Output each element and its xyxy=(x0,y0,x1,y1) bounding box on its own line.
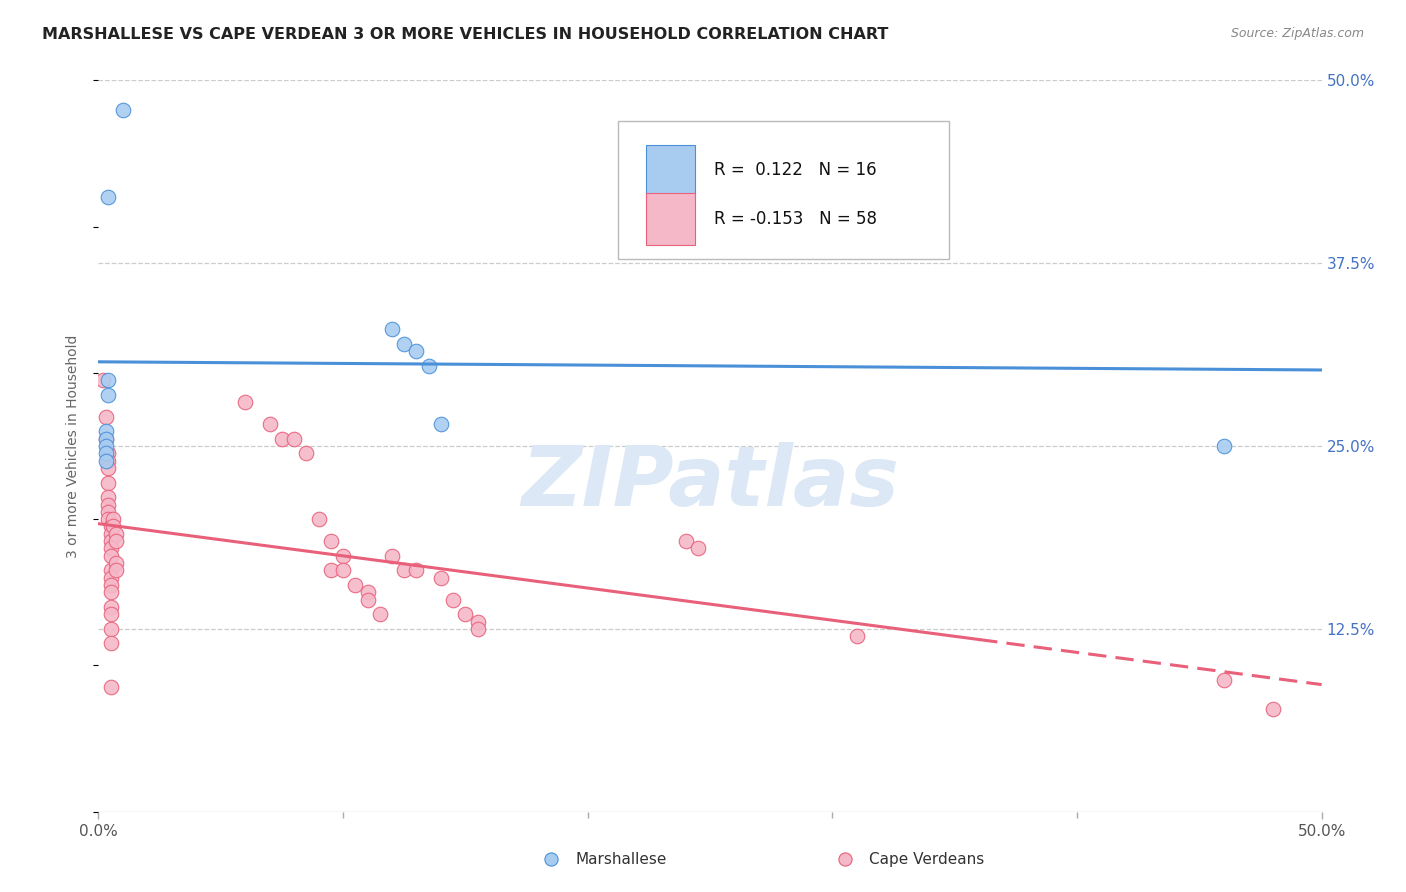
Point xyxy=(295,446,318,460)
Point xyxy=(94,446,117,460)
Point xyxy=(1212,673,1234,687)
Point xyxy=(675,534,697,549)
Point xyxy=(97,446,120,460)
Point xyxy=(319,563,342,577)
FancyBboxPatch shape xyxy=(619,120,949,260)
Point xyxy=(97,490,120,504)
Point xyxy=(97,512,120,526)
Point xyxy=(270,432,294,446)
Point xyxy=(100,681,122,695)
Point xyxy=(100,571,122,585)
Text: R = -0.153   N = 58: R = -0.153 N = 58 xyxy=(714,210,877,228)
Text: Source: ZipAtlas.com: Source: ZipAtlas.com xyxy=(1230,27,1364,40)
Point xyxy=(97,461,120,475)
Point xyxy=(430,571,453,585)
Point xyxy=(100,578,122,592)
Point xyxy=(686,541,709,556)
Point xyxy=(91,373,114,387)
Point xyxy=(101,519,124,533)
Text: R =  0.122   N = 16: R = 0.122 N = 16 xyxy=(714,161,876,179)
Point xyxy=(332,549,354,563)
Point xyxy=(392,336,416,351)
Point xyxy=(104,556,127,570)
Point xyxy=(104,534,127,549)
Text: MARSHALLESE VS CAPE VERDEAN 3 OR MORE VEHICLES IN HOUSEHOLD CORRELATION CHART: MARSHALLESE VS CAPE VERDEAN 3 OR MORE VE… xyxy=(42,27,889,42)
Point xyxy=(94,439,117,453)
Point xyxy=(233,395,256,409)
Point xyxy=(748,234,770,248)
Point xyxy=(430,417,453,431)
Point xyxy=(467,622,489,636)
Point xyxy=(111,103,134,117)
Point xyxy=(381,549,404,563)
Point xyxy=(259,417,281,431)
Point xyxy=(94,425,117,439)
Point xyxy=(344,578,367,592)
Point xyxy=(100,534,122,549)
Point xyxy=(97,505,120,519)
Point xyxy=(405,563,427,577)
Point xyxy=(308,512,330,526)
Point xyxy=(94,409,117,424)
Point xyxy=(97,475,120,490)
Point xyxy=(392,563,416,577)
Point xyxy=(356,585,378,599)
FancyBboxPatch shape xyxy=(647,145,696,196)
Point xyxy=(368,607,391,622)
Point xyxy=(94,432,117,446)
Point xyxy=(104,563,127,577)
Y-axis label: 3 or more Vehicles in Household: 3 or more Vehicles in Household xyxy=(66,334,80,558)
Text: ZIPatlas: ZIPatlas xyxy=(522,442,898,523)
Point xyxy=(97,190,120,204)
Point xyxy=(100,607,122,622)
Point xyxy=(100,526,122,541)
Point xyxy=(1212,439,1234,453)
Point xyxy=(94,453,117,467)
Point xyxy=(441,592,464,607)
Point xyxy=(1261,702,1284,716)
Point xyxy=(100,563,122,577)
Point xyxy=(97,453,120,467)
Point xyxy=(97,373,120,387)
Point xyxy=(100,519,122,533)
Text: Cape Verdeans: Cape Verdeans xyxy=(869,852,984,867)
Point xyxy=(100,549,122,563)
Point xyxy=(100,622,122,636)
Point xyxy=(467,615,489,629)
Point xyxy=(405,343,427,358)
Point xyxy=(101,512,124,526)
Point xyxy=(418,359,440,373)
Point xyxy=(104,526,127,541)
Point xyxy=(94,432,117,446)
Point xyxy=(319,534,342,549)
Point xyxy=(97,388,120,402)
Point xyxy=(100,636,122,650)
Point xyxy=(100,599,122,614)
FancyBboxPatch shape xyxy=(647,194,696,244)
Point xyxy=(381,322,404,336)
Point xyxy=(100,541,122,556)
Text: Marshallese: Marshallese xyxy=(575,852,666,867)
Point xyxy=(845,629,868,643)
Point xyxy=(454,607,477,622)
Point xyxy=(97,498,120,512)
Point xyxy=(332,563,354,577)
Point xyxy=(283,432,305,446)
Point xyxy=(100,585,122,599)
Point xyxy=(356,592,378,607)
